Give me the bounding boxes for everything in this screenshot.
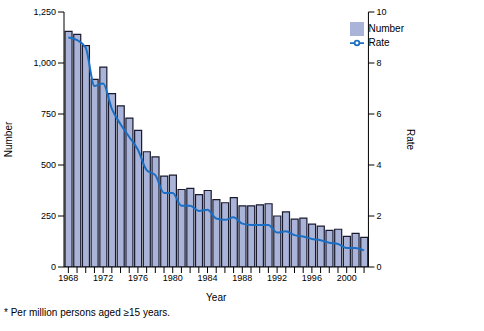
svg-text:1996: 1996 bbox=[302, 273, 322, 283]
svg-text:10: 10 bbox=[376, 7, 386, 17]
svg-text:0: 0 bbox=[51, 262, 56, 272]
svg-text:2: 2 bbox=[376, 211, 381, 221]
svg-text:0: 0 bbox=[376, 262, 381, 272]
svg-text:1,250: 1,250 bbox=[33, 7, 56, 17]
svg-text:8: 8 bbox=[376, 58, 381, 68]
html-text:Number: Number bbox=[368, 22, 404, 34]
svg-text:1984: 1984 bbox=[197, 273, 217, 283]
svg-text:750: 750 bbox=[41, 109, 56, 119]
svg-text:Year: Year bbox=[206, 292, 227, 303]
svg-text:1980: 1980 bbox=[163, 273, 183, 283]
svg-text:Rate: Rate bbox=[405, 129, 416, 151]
svg-text:1992: 1992 bbox=[267, 273, 287, 283]
svg-text:500: 500 bbox=[41, 160, 56, 170]
html-text:* Per million persons aged ≥15: * Per million persons aged ≥15 years. bbox=[4, 307, 171, 318]
svg-text:1968: 1968 bbox=[58, 273, 78, 283]
html-text:Rate: Rate bbox=[368, 36, 390, 48]
svg-text:4: 4 bbox=[376, 160, 381, 170]
svg-text:6: 6 bbox=[376, 109, 381, 119]
svg-text:Number: Number bbox=[8, 121, 14, 157]
svg-text:250: 250 bbox=[41, 211, 56, 221]
svg-text:1988: 1988 bbox=[232, 273, 252, 283]
svg-text:1,000: 1,000 bbox=[33, 58, 56, 68]
svg-text:1972: 1972 bbox=[93, 273, 113, 283]
svg-text:2000: 2000 bbox=[337, 273, 357, 283]
svg-text:1976: 1976 bbox=[128, 273, 148, 283]
